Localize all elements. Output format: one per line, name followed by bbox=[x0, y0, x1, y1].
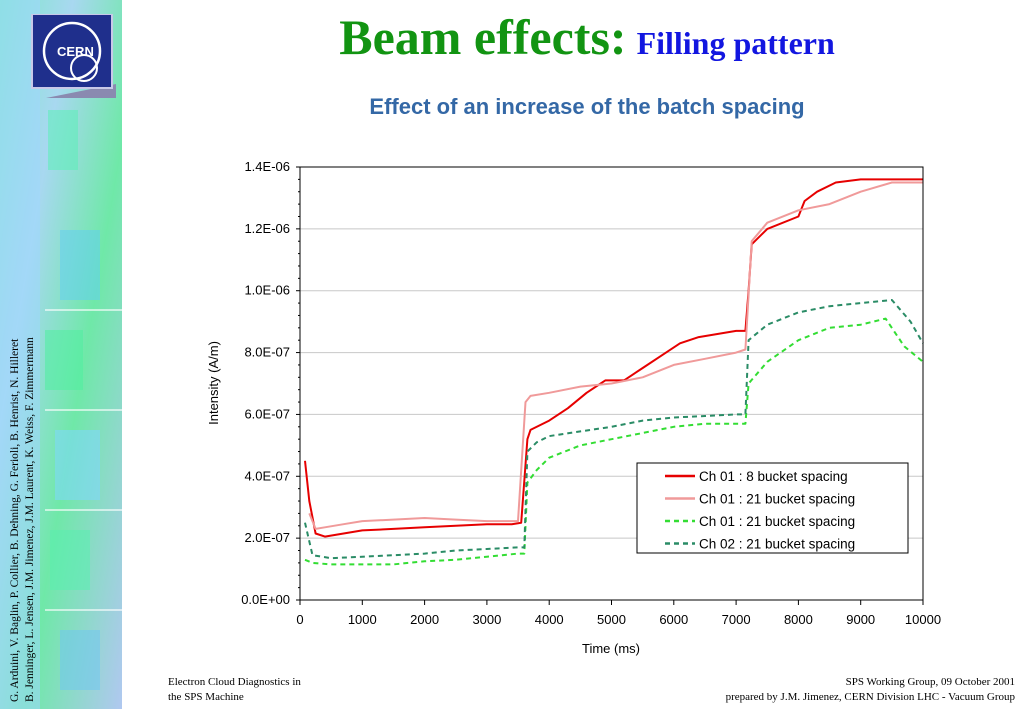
authors-line-1: G. Arduini, V. Baglin, P. Collier, B. De… bbox=[9, 338, 21, 702]
legend-label: Ch 02 : 21 bucket spacing bbox=[699, 537, 855, 552]
x-tick-label: 10000 bbox=[905, 612, 941, 627]
y-tick-label: 1.4E-06 bbox=[244, 159, 290, 174]
cern-logo: CERN bbox=[31, 14, 116, 98]
x-tick-label: 7000 bbox=[722, 612, 751, 627]
series-line-3 bbox=[304, 317, 924, 566]
y-tick-label: 0.0E+00 bbox=[241, 592, 290, 607]
x-tick-label: 9000 bbox=[846, 612, 875, 627]
x-axis: 0 1000 2000 3000 4000 5000 6000 7000 8000 9000 100… bbox=[296, 600, 941, 627]
series-line-1 bbox=[304, 178, 923, 538]
series-line-4 bbox=[304, 299, 924, 560]
authors-line-2: B. Jenninger, L. Jensen, J.M. Jimenez, J… bbox=[24, 337, 36, 702]
legend-label: Ch 01 : 8 bucket spacing bbox=[699, 469, 848, 484]
plot-area-border bbox=[299, 166, 924, 601]
legend-box bbox=[636, 462, 909, 554]
footer-right-line-2: prepared by J.M. Jimenez, CERN Division … bbox=[725, 691, 1015, 703]
x-tick-label: 3000 bbox=[472, 612, 501, 627]
legend-label: Ch 01 : 21 bucket spacing bbox=[699, 492, 855, 507]
legend-label: Ch 01 : 21 bucket spacing bbox=[699, 514, 855, 529]
x-tick-label: 2000 bbox=[410, 612, 439, 627]
x-tick-label: 6000 bbox=[659, 612, 688, 627]
series-line-2 bbox=[308, 181, 923, 530]
x-tick-label: 8000 bbox=[784, 612, 813, 627]
x-tick-label: 4000 bbox=[535, 612, 564, 627]
x-tick-label: 5000 bbox=[597, 612, 626, 627]
slide-title-main: Beam effects: bbox=[339, 9, 627, 65]
footer-left: Electron Cloud Diagnostics in the SPS Ma… bbox=[168, 675, 301, 705]
y-tick-label: 2.0E-07 bbox=[244, 530, 290, 545]
y-tick-label: 1.2E-06 bbox=[244, 221, 290, 236]
line-chart: 0.0E+00 2.0E-07 4.0E-07 6.0E-07 8.0E-07 1.0E-… bbox=[206, 159, 941, 656]
series-group bbox=[304, 178, 924, 566]
footer-left-line-2: the SPS Machine bbox=[168, 691, 244, 703]
y-tick-label: 6.0E-07 bbox=[244, 406, 290, 421]
sidebar-pattern bbox=[0, 0, 122, 709]
slide-title-suffix: Filling pattern bbox=[636, 25, 835, 61]
y-axis: 0.0E+00 2.0E-07 4.0E-07 6.0E-07 8.0E-07 1.0E-… bbox=[241, 159, 300, 607]
logo-text: CERN bbox=[57, 44, 94, 59]
y-axis-label: Intensity (A/m) bbox=[206, 341, 221, 425]
footer-right: SPS Working Group, 09 October 2001 prepa… bbox=[726, 675, 1015, 705]
footer-left-line-1: Electron Cloud Diagnostics in bbox=[168, 676, 301, 688]
y-tick-label: 4.0E-07 bbox=[244, 468, 290, 483]
decorative-sidebar bbox=[0, 0, 122, 709]
chart-title: Effect of an increase of the batch spaci… bbox=[369, 94, 805, 119]
y-tick-label: 8.0E-07 bbox=[244, 345, 290, 360]
slide-title: Beam effects: Filling pattern bbox=[150, 8, 1024, 66]
x-tick-label: 1000 bbox=[348, 612, 377, 627]
y-tick-label: 1.0E-06 bbox=[244, 283, 290, 298]
x-tick-label: 0 bbox=[296, 612, 303, 627]
x-axis-label: Time (ms) bbox=[582, 641, 640, 656]
footer-right-line-1: SPS Working Group, 09 October 2001 bbox=[845, 676, 1015, 688]
legend: Ch 01 : 8 bucket spacing Ch 01 : 21 bucke… bbox=[636, 462, 909, 554]
